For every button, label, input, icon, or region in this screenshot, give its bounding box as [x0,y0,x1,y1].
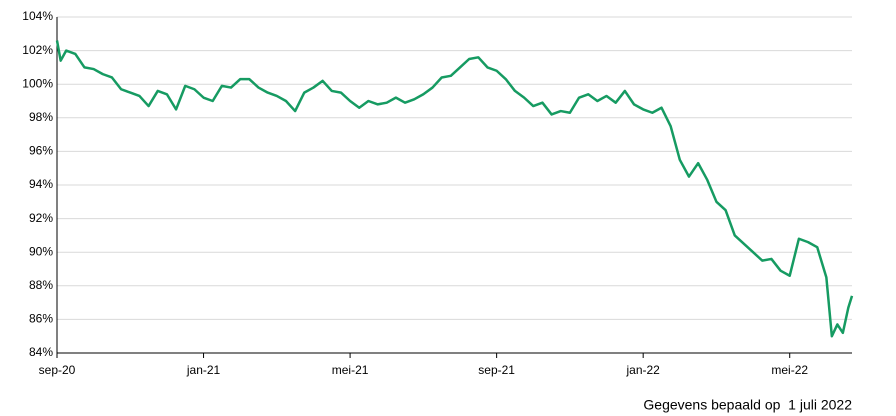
x-tick-label: sep-20 [39,363,76,377]
y-tick-label: 90% [29,244,53,258]
y-tick-label: 84% [29,345,53,359]
y-tick-label: 100% [22,76,53,90]
y-tick-label: 104% [22,9,53,23]
x-tick-label: mei-21 [332,363,369,377]
x-tick-label: jan-21 [186,363,221,377]
y-tick-label: 96% [29,144,53,158]
y-tick-label: 88% [29,278,53,292]
x-tick-label: sep-21 [478,363,515,377]
y-tick-label: 98% [29,110,53,124]
x-tick-label: jan-22 [625,363,660,377]
y-tick-label: 102% [22,43,53,57]
y-tick-label: 86% [29,312,53,326]
y-tick-label: 92% [29,211,53,225]
x-tick-label: mei-22 [771,363,808,377]
line [55,40,854,338]
y-tick-label: 94% [29,177,53,191]
footnote: Gegevens bepaald op 1 juli 2022 [643,397,852,413]
